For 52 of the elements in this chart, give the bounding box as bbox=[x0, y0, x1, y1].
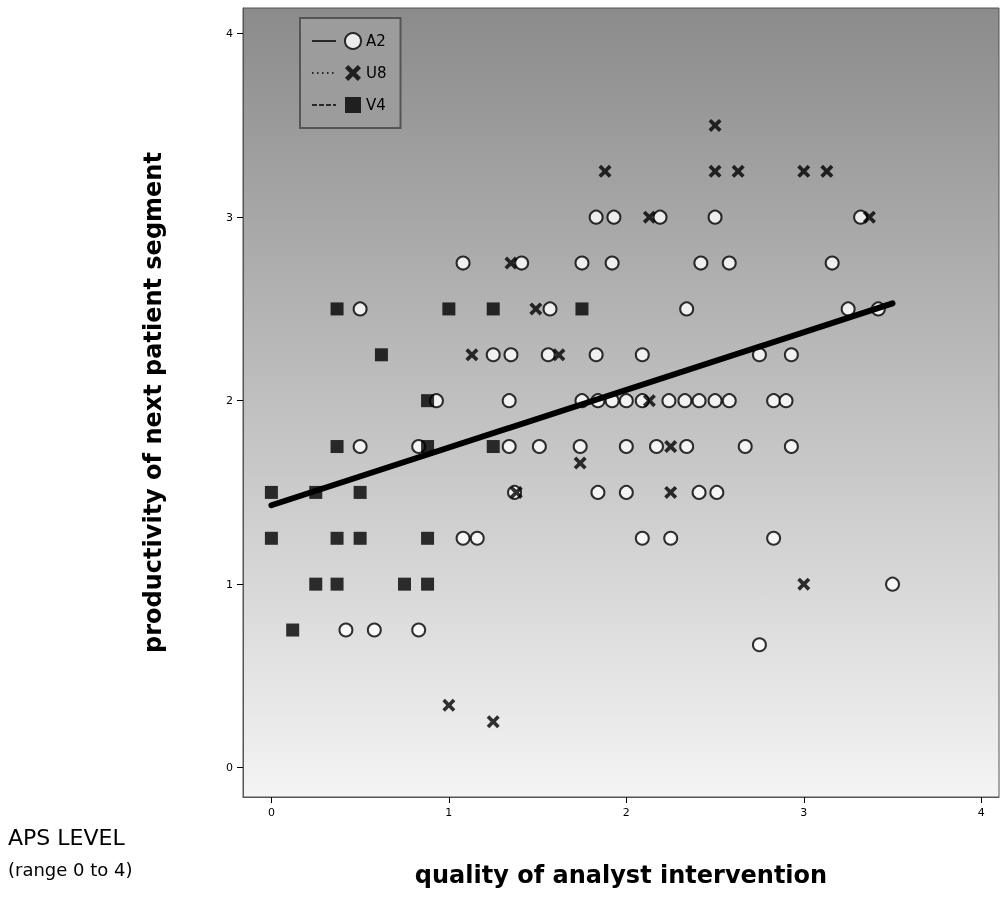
x-tick-label: 0 bbox=[267, 806, 275, 819]
point bbox=[575, 302, 589, 316]
y-tick-label: 2 bbox=[226, 394, 233, 408]
x-tick-label: 4 bbox=[977, 806, 985, 819]
point bbox=[421, 531, 435, 545]
point bbox=[708, 118, 722, 132]
point bbox=[486, 302, 500, 316]
point bbox=[421, 577, 435, 591]
point bbox=[330, 302, 344, 316]
point bbox=[731, 164, 745, 178]
y-tick-label: 1 bbox=[226, 577, 233, 591]
point bbox=[374, 348, 388, 362]
point bbox=[442, 698, 456, 712]
y-tick-label: 4 bbox=[226, 27, 233, 41]
point bbox=[353, 531, 367, 545]
point bbox=[598, 164, 612, 178]
y-axis-title: productivity of next patient segment bbox=[139, 152, 167, 653]
x-tick-label: 1 bbox=[445, 806, 453, 819]
legend-label: U8 bbox=[366, 64, 387, 82]
point bbox=[465, 348, 479, 362]
point bbox=[486, 440, 500, 454]
point bbox=[264, 485, 278, 499]
point bbox=[797, 577, 811, 591]
text: (range 0 to 4) bbox=[8, 858, 133, 880]
point bbox=[264, 531, 278, 545]
point bbox=[820, 164, 834, 178]
point bbox=[309, 577, 323, 591]
point bbox=[642, 210, 656, 224]
point bbox=[330, 531, 344, 545]
y-tick-label: 0 bbox=[226, 761, 233, 775]
y-tick-label: 3 bbox=[226, 210, 233, 224]
point bbox=[353, 485, 367, 499]
point bbox=[397, 577, 411, 591]
point bbox=[664, 440, 678, 454]
legend-label: A2 bbox=[366, 32, 386, 50]
point bbox=[330, 440, 344, 454]
point bbox=[504, 256, 518, 270]
x-tick-label: 3 bbox=[800, 806, 808, 819]
point bbox=[664, 485, 678, 499]
point bbox=[286, 623, 300, 637]
x-tick-label: 2 bbox=[622, 806, 630, 819]
point bbox=[442, 302, 456, 316]
legend-label: V4 bbox=[366, 96, 386, 114]
point bbox=[708, 164, 722, 178]
point bbox=[529, 302, 543, 316]
point bbox=[552, 348, 566, 362]
point bbox=[486, 715, 500, 729]
x-axis-title: quality of analyst intervention bbox=[414, 861, 828, 889]
point bbox=[797, 164, 811, 178]
point bbox=[330, 577, 344, 591]
point bbox=[573, 456, 587, 470]
text: APS LEVEL bbox=[8, 824, 126, 850]
